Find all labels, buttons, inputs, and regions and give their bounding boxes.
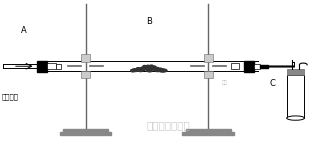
Circle shape [140, 68, 143, 69]
Bar [231, 63, 239, 69]
Bar [204, 54, 213, 62]
Circle shape [141, 69, 144, 71]
Bar [37, 61, 47, 72]
Circle shape [147, 69, 152, 71]
Circle shape [148, 68, 152, 70]
Text: B: B [146, 17, 151, 26]
Circle shape [161, 69, 162, 70]
Circle shape [161, 69, 166, 72]
Circle shape [159, 68, 162, 70]
Circle shape [137, 68, 140, 69]
Circle shape [162, 69, 167, 72]
Bar [60, 132, 111, 135]
Circle shape [148, 67, 151, 69]
Circle shape [146, 67, 151, 69]
Circle shape [146, 70, 149, 71]
Bar [287, 69, 304, 75]
Circle shape [152, 66, 156, 68]
Circle shape [151, 68, 155, 70]
Bar [186, 129, 231, 132]
Circle shape [148, 67, 151, 69]
Circle shape [155, 68, 157, 69]
Bar [254, 64, 260, 69]
Bar [81, 71, 90, 78]
Circle shape [155, 68, 158, 69]
Circle shape [150, 67, 154, 69]
Circle shape [151, 67, 154, 69]
Circle shape [151, 67, 154, 68]
Circle shape [162, 70, 164, 71]
Circle shape [151, 66, 155, 68]
Circle shape [137, 70, 140, 71]
Circle shape [131, 70, 135, 71]
Circle shape [131, 70, 135, 72]
Bar [56, 64, 61, 69]
Circle shape [148, 68, 151, 69]
Circle shape [155, 69, 160, 71]
Circle shape [133, 69, 138, 72]
Text: C: C [270, 79, 276, 88]
Circle shape [134, 70, 137, 71]
Circle shape [147, 70, 152, 72]
Circle shape [157, 69, 161, 71]
Circle shape [142, 67, 144, 68]
Text: 兴顺综合新闻网: 兴顺综合新闻网 [146, 120, 190, 130]
Circle shape [163, 70, 165, 71]
Circle shape [138, 69, 142, 70]
Circle shape [130, 70, 135, 72]
Circle shape [160, 69, 162, 70]
Circle shape [136, 69, 139, 70]
Circle shape [135, 69, 138, 70]
Bar [244, 61, 254, 72]
Circle shape [135, 69, 139, 71]
Circle shape [151, 67, 154, 68]
Circle shape [156, 68, 159, 69]
Circle shape [159, 70, 164, 72]
Bar [260, 65, 268, 68]
Bar [47, 63, 56, 69]
Circle shape [161, 69, 163, 70]
Text: 滤液: 滤液 [222, 80, 227, 85]
Circle shape [145, 68, 148, 69]
Circle shape [144, 67, 149, 69]
Circle shape [155, 68, 158, 69]
Circle shape [143, 66, 146, 67]
Circle shape [138, 69, 143, 72]
Bar [204, 71, 213, 78]
Text: 通入气体: 通入气体 [2, 93, 19, 100]
Bar [63, 129, 108, 132]
Circle shape [141, 67, 144, 69]
Bar [182, 132, 234, 135]
Circle shape [144, 68, 150, 70]
Circle shape [150, 65, 153, 67]
Bar [287, 75, 305, 118]
Circle shape [152, 67, 154, 68]
Circle shape [150, 66, 152, 67]
Circle shape [162, 69, 166, 71]
Circle shape [162, 70, 167, 72]
Circle shape [159, 69, 161, 70]
Ellipse shape [287, 116, 305, 120]
Circle shape [136, 69, 141, 71]
Circle shape [141, 67, 145, 69]
Circle shape [132, 69, 137, 71]
Circle shape [154, 69, 157, 70]
Circle shape [161, 70, 165, 72]
Text: A: A [21, 26, 27, 35]
Circle shape [132, 70, 134, 71]
Circle shape [144, 67, 148, 68]
Circle shape [147, 65, 149, 66]
Circle shape [144, 66, 147, 67]
Circle shape [155, 69, 160, 72]
Circle shape [141, 69, 144, 70]
Bar [81, 54, 90, 62]
Circle shape [143, 69, 145, 70]
